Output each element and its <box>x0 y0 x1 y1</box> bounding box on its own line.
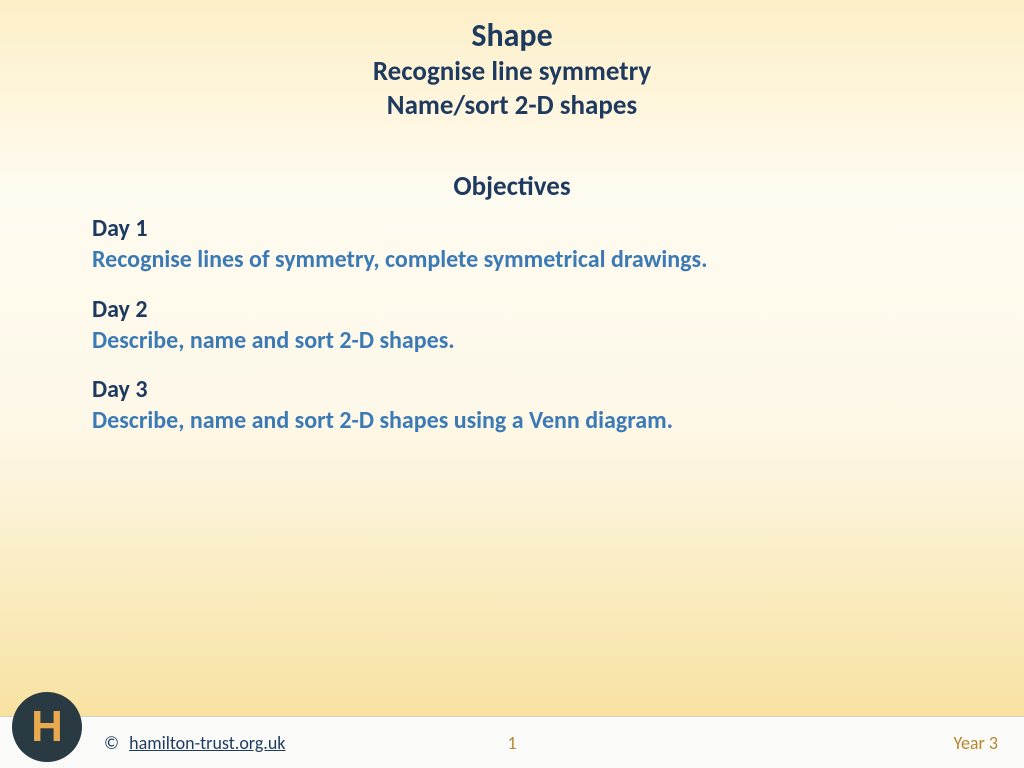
copyright-symbol: © <box>104 732 119 754</box>
day-block: Day 1 Recognise lines of symmetry, compl… <box>92 213 932 275</box>
footer-link[interactable]: hamilton-trust.org.uk <box>129 732 285 754</box>
slide-footer: © hamilton-trust.org.uk 1 Year 3 <box>0 716 1024 768</box>
slide-subtitle-1: Recognise line symmetry <box>0 55 1024 89</box>
slide-subtitle-2: Name/sort 2-D shapes <box>0 89 1024 123</box>
logo-letter: H <box>31 702 63 752</box>
day-label: Day 2 <box>92 294 932 325</box>
day-description: Recognise lines of symmetry, complete sy… <box>92 244 932 275</box>
objectives-heading: Objectives <box>92 170 932 203</box>
page-number: 1 <box>507 732 516 754</box>
slide-header: Shape Recognise line symmetry Name/sort … <box>0 0 1024 122</box>
day-label: Day 1 <box>92 213 932 244</box>
day-label: Day 3 <box>92 374 932 405</box>
day-block: Day 3 Describe, name and sort 2-D shapes… <box>92 374 932 436</box>
day-description: Describe, name and sort 2-D shapes. <box>92 325 932 356</box>
day-description: Describe, name and sort 2-D shapes using… <box>92 405 932 436</box>
objectives-section: Objectives Day 1 Recognise lines of symm… <box>0 170 1024 436</box>
day-block: Day 2 Describe, name and sort 2-D shapes… <box>92 294 932 356</box>
slide-title: Shape <box>0 18 1024 55</box>
copyright-text: © hamilton-trust.org.uk <box>104 732 286 754</box>
year-label: Year 3 <box>953 732 998 754</box>
brand-logo: H <box>12 692 82 762</box>
